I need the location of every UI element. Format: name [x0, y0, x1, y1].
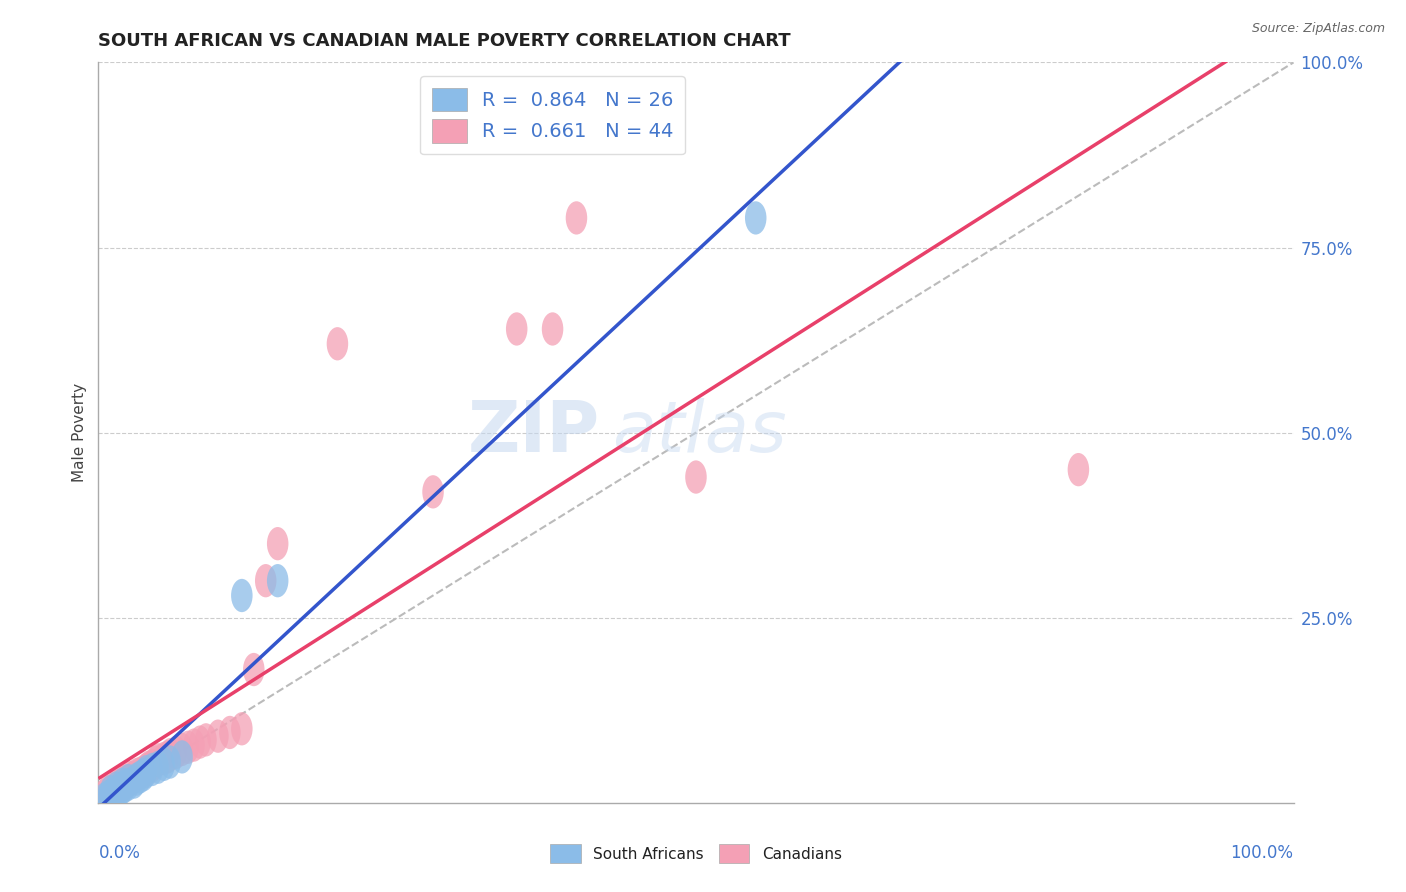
Ellipse shape [105, 770, 127, 803]
Ellipse shape [172, 733, 193, 766]
Ellipse shape [177, 731, 198, 764]
Ellipse shape [100, 775, 121, 808]
Ellipse shape [159, 738, 181, 772]
Ellipse shape [145, 746, 166, 779]
Ellipse shape [183, 729, 205, 762]
Ellipse shape [103, 777, 124, 811]
Text: Source: ZipAtlas.com: Source: ZipAtlas.com [1251, 22, 1385, 36]
Ellipse shape [157, 740, 179, 773]
Ellipse shape [114, 768, 135, 801]
Ellipse shape [105, 772, 127, 805]
Ellipse shape [138, 750, 159, 784]
Ellipse shape [127, 763, 148, 796]
Ellipse shape [118, 764, 139, 797]
Ellipse shape [124, 760, 145, 794]
Text: SOUTH AFRICAN VS CANADIAN MALE POVERTY CORRELATION CHART: SOUTH AFRICAN VS CANADIAN MALE POVERTY C… [98, 32, 792, 50]
Text: 0.0%: 0.0% [98, 844, 141, 862]
Ellipse shape [129, 756, 150, 789]
Ellipse shape [326, 327, 349, 360]
Ellipse shape [134, 755, 155, 789]
Text: 100.0%: 100.0% [1230, 844, 1294, 862]
Ellipse shape [207, 720, 229, 753]
Ellipse shape [110, 772, 131, 806]
Ellipse shape [118, 760, 139, 794]
Ellipse shape [195, 723, 217, 756]
Ellipse shape [127, 758, 148, 791]
Ellipse shape [118, 768, 139, 801]
Ellipse shape [142, 749, 163, 782]
Ellipse shape [267, 527, 288, 560]
Ellipse shape [100, 779, 121, 812]
Ellipse shape [142, 753, 163, 786]
Ellipse shape [124, 765, 145, 798]
Text: ZIP: ZIP [468, 398, 600, 467]
Ellipse shape [685, 460, 707, 493]
Ellipse shape [111, 768, 134, 801]
Ellipse shape [135, 753, 157, 786]
Ellipse shape [110, 770, 131, 803]
Ellipse shape [114, 770, 135, 803]
Ellipse shape [1067, 453, 1090, 486]
Ellipse shape [105, 775, 127, 808]
Ellipse shape [94, 779, 115, 812]
Ellipse shape [97, 780, 118, 814]
Ellipse shape [172, 740, 193, 773]
Ellipse shape [231, 579, 253, 612]
Ellipse shape [94, 782, 115, 816]
Ellipse shape [745, 202, 766, 235]
Ellipse shape [118, 764, 139, 797]
Ellipse shape [254, 564, 277, 598]
Ellipse shape [565, 202, 588, 235]
Legend: South Africans, Canadians: South Africans, Canadians [544, 838, 848, 869]
Text: atlas: atlas [613, 398, 787, 467]
Ellipse shape [121, 763, 142, 796]
Ellipse shape [219, 715, 240, 749]
Ellipse shape [100, 775, 121, 808]
Ellipse shape [267, 564, 288, 598]
Ellipse shape [129, 760, 150, 794]
Ellipse shape [243, 653, 264, 686]
Y-axis label: Male Poverty: Male Poverty [72, 383, 87, 483]
Ellipse shape [103, 772, 124, 806]
Ellipse shape [134, 758, 155, 791]
Ellipse shape [111, 772, 134, 805]
Ellipse shape [506, 312, 527, 345]
Ellipse shape [111, 768, 134, 801]
Ellipse shape [148, 743, 169, 777]
Ellipse shape [231, 712, 253, 746]
Ellipse shape [153, 747, 174, 781]
Ellipse shape [422, 475, 444, 508]
Ellipse shape [541, 312, 564, 345]
Ellipse shape [166, 736, 187, 769]
Ellipse shape [159, 746, 181, 779]
Ellipse shape [190, 725, 211, 759]
Ellipse shape [97, 775, 118, 808]
Ellipse shape [153, 742, 174, 775]
Ellipse shape [135, 755, 157, 789]
Ellipse shape [111, 765, 134, 798]
Ellipse shape [148, 750, 169, 784]
Ellipse shape [105, 772, 127, 805]
